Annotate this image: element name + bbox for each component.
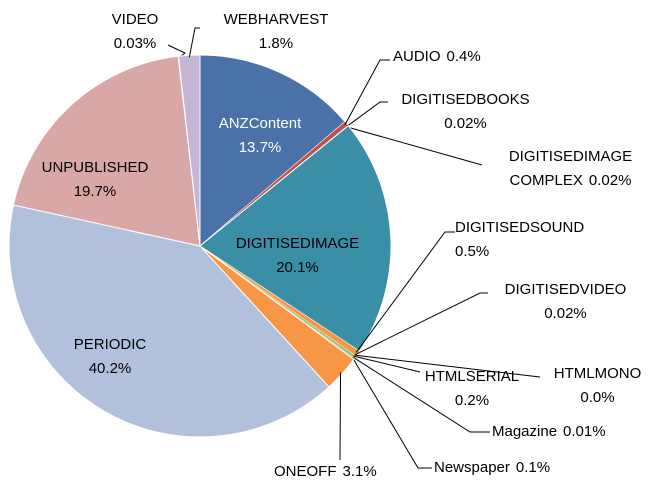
slice-label: ONEOFF 3.1% <box>274 460 414 484</box>
value-label: 19.7% <box>73 183 117 200</box>
category-name: DIGITISEDBOOKS <box>401 91 530 108</box>
leader-line <box>354 354 541 378</box>
slice-label: DIGITISEDVIDEO 0.02% <box>488 278 643 326</box>
slice <box>199 54 346 248</box>
slice <box>199 124 392 352</box>
slice-label: DIGITISEDIMAGE COMPLEX 0.02% <box>488 145 653 193</box>
value-label: 0.03% <box>113 35 157 52</box>
value-label: 0.4% <box>446 48 481 65</box>
category-name: DIGITISEDVIDEO <box>504 281 627 298</box>
category-name: WEBHARVEST <box>223 11 329 28</box>
value-label: 1.8% <box>258 35 294 52</box>
slice-label: Magazine 0.01% <box>492 420 652 444</box>
category-name: DIGITISEDIMAGE COMPLEX <box>508 148 633 189</box>
slice-label: AUDIO 0.4% <box>393 45 513 69</box>
slice-label: DIGITISEDBOOKS 0.02% <box>388 88 543 136</box>
leader-line <box>346 101 388 128</box>
category-name: UNPUBLISHED <box>41 159 149 176</box>
slice <box>12 55 201 247</box>
category-name: Newspaper <box>434 459 510 476</box>
slice-label: UNPUBLISHED 19.7% <box>30 156 160 204</box>
category-name: ONEOFF <box>274 463 337 480</box>
leader-line <box>352 356 490 433</box>
category-name: ANZContent <box>218 115 302 132</box>
value-label: 0.02% <box>544 305 587 322</box>
leader-line <box>339 372 342 461</box>
category-name: AUDIO <box>393 48 441 65</box>
slice-label: DIGITISEDIMAGE 20.1% <box>225 232 370 280</box>
leader-line <box>188 27 200 58</box>
category-name: PERIODIC <box>73 336 147 353</box>
leader-line <box>346 126 483 166</box>
value-label: 0.1% <box>515 459 551 476</box>
leader-line <box>344 59 390 125</box>
category-name: VIDEO <box>111 11 159 28</box>
value-label: 0.02% <box>588 172 632 189</box>
slice-label: Newspaper 0.1% <box>434 456 594 480</box>
value-label: 0.01% <box>563 423 606 440</box>
slice-label: DIGITISEDSOUND 0.5% <box>455 216 600 264</box>
value-label: 20.1% <box>276 259 319 276</box>
value-label: 0.02% <box>444 115 487 132</box>
slice-label: HTMLSERIAL 0.2% <box>413 365 531 413</box>
slice-label: VIDEO 0.03% <box>95 8 175 56</box>
leader-line <box>354 292 488 356</box>
category-name: HTMLMONO <box>553 365 642 382</box>
leader-line <box>355 231 455 353</box>
slice-label: ANZContent 13.7% <box>195 112 325 160</box>
value-label: 13.7% <box>238 139 282 156</box>
slice <box>8 204 330 438</box>
value-label: 0.5% <box>455 243 490 260</box>
category-name: HTMLSERIAL <box>424 368 520 385</box>
value-label: 3.1% <box>342 463 377 480</box>
leader-line <box>352 357 432 469</box>
slice-label: HTMLMONO 0.0% <box>540 362 655 410</box>
value-label: 0.2% <box>454 392 490 409</box>
slice-label: WEBHARVEST 1.8% <box>196 8 356 56</box>
value-label: 0.0% <box>580 389 615 406</box>
category-name: DIGITISEDSOUND <box>455 219 585 236</box>
leader-line <box>353 355 421 373</box>
slice-label: PERIODIC 40.2% <box>50 333 170 381</box>
value-label: 40.2% <box>88 360 132 377</box>
category-name: DIGITISEDIMAGE <box>235 235 360 252</box>
category-name: Magazine <box>492 423 558 440</box>
